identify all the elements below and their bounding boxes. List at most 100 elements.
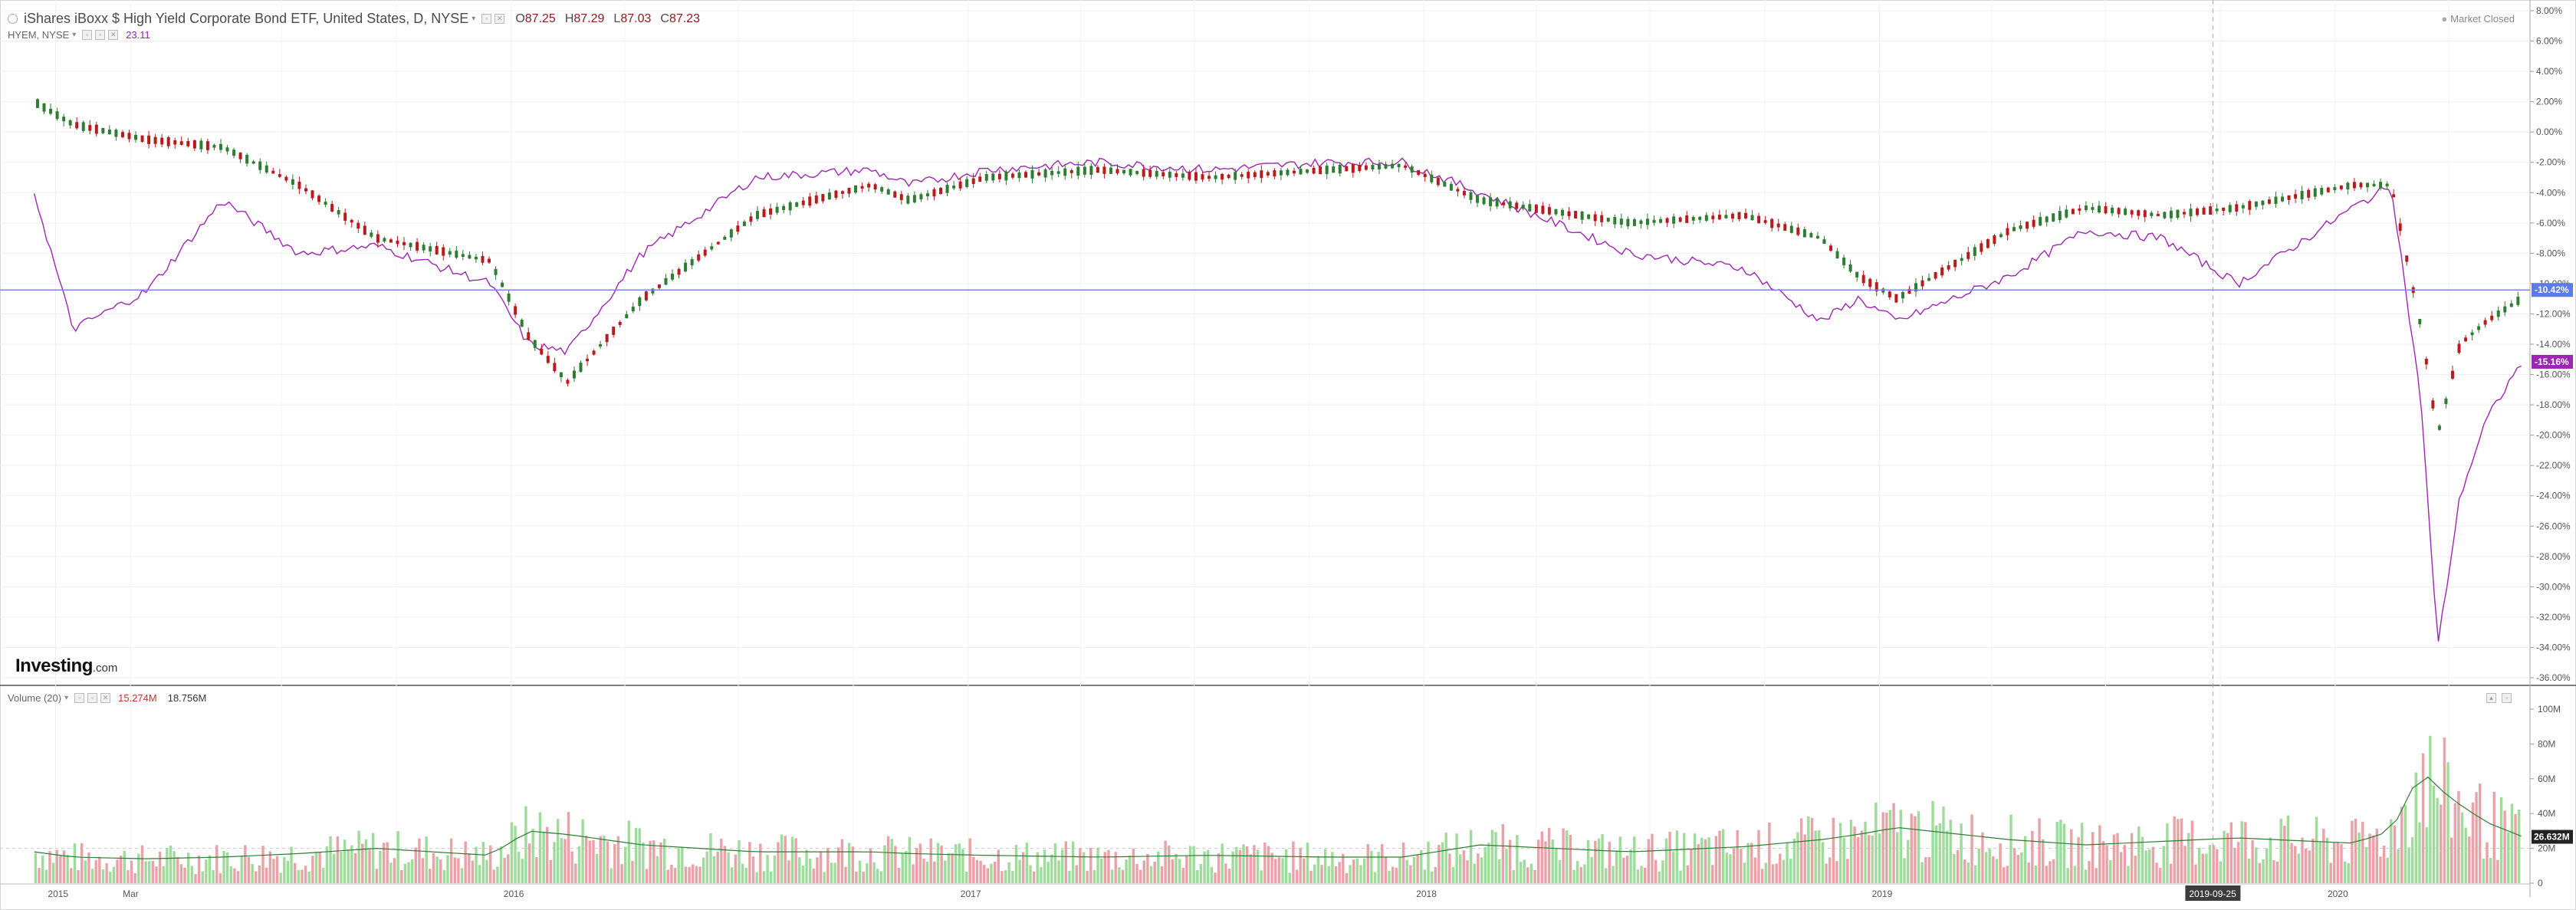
candle-body — [2450, 370, 2454, 379]
volume-bar — [2070, 829, 2073, 883]
candle-body — [638, 297, 642, 307]
volume-bar — [549, 859, 553, 883]
visibility-toggle-icon[interactable] — [8, 14, 18, 24]
candle-body — [1397, 163, 1401, 168]
volume-bar — [2130, 833, 2134, 883]
volume-bar — [964, 872, 968, 883]
volume-bar — [866, 863, 869, 883]
volume-bar — [62, 850, 66, 883]
volume-bar — [194, 874, 197, 883]
volume-bar — [1934, 825, 1938, 883]
volume-bar — [2219, 861, 2223, 883]
candle-body — [1109, 167, 1112, 174]
volume-bar — [1214, 872, 1217, 883]
volume-bar — [922, 859, 925, 883]
volume-bar — [1060, 849, 1064, 883]
candle-body — [409, 242, 412, 248]
candle-body — [49, 108, 53, 114]
volume-bar — [144, 861, 147, 883]
volume-bar — [514, 826, 517, 883]
candle-body — [1659, 218, 1663, 223]
close-icon[interactable]: ✕ — [495, 14, 505, 24]
volume-bar — [1888, 810, 1892, 883]
visibility-icon[interactable]: ▫ — [82, 30, 93, 40]
chevron-down-icon[interactable]: ▾ — [72, 31, 77, 39]
volume-bar — [1011, 870, 1014, 883]
volume-bar — [656, 856, 659, 883]
volume-bar — [109, 872, 112, 883]
volume-bar — [1270, 853, 1273, 883]
candle-body — [782, 205, 786, 211]
volume-bar — [1014, 844, 1018, 883]
volume-bar — [2382, 845, 2386, 883]
candle-body — [1835, 251, 1839, 259]
volume-bar — [1373, 872, 1377, 883]
volume-bar — [1633, 836, 1636, 883]
candle-body — [251, 161, 255, 164]
candle-body — [1554, 209, 1558, 215]
volume-bar — [41, 856, 44, 883]
volume-bar — [261, 846, 264, 883]
volume-bar — [1857, 836, 1860, 883]
candle-body — [1377, 164, 1381, 169]
volume-bar — [1029, 865, 1032, 883]
volume-bar — [2098, 825, 2101, 883]
volume-bar — [1984, 852, 1988, 883]
settings-icon[interactable]: ▫ — [87, 693, 98, 703]
candle-body — [107, 130, 111, 135]
volume-bar — [272, 859, 275, 883]
candle-body — [756, 211, 760, 219]
volume-bar — [623, 846, 627, 883]
volume-bar — [1349, 865, 1352, 883]
volume-bar — [2095, 868, 2098, 883]
volume-bar — [2393, 825, 2397, 883]
volume-bar — [55, 849, 58, 883]
visibility-icon[interactable]: ▫ — [74, 693, 85, 703]
volume-bar — [1992, 856, 1995, 883]
volume-bar — [599, 836, 602, 883]
volume-bar — [1260, 870, 1263, 883]
settings-icon[interactable]: ▫ — [95, 30, 106, 40]
volume-bar — [1846, 859, 1849, 883]
volume-bar — [208, 855, 212, 883]
volume-bar — [2038, 818, 2041, 883]
candle-body — [88, 125, 92, 131]
volume-bar — [1875, 802, 1878, 883]
candle-body — [1030, 169, 1034, 179]
volume-bar — [610, 868, 613, 883]
settings-icon[interactable]: ▫ — [481, 14, 492, 24]
volume-bar — [2158, 868, 2162, 883]
volume-bar — [990, 863, 993, 883]
volume-bar — [2119, 852, 2123, 883]
chevron-down-icon[interactable]: ▾ — [64, 694, 69, 702]
candle-body — [2320, 188, 2324, 195]
volume-bar — [1316, 856, 1320, 883]
pane-maximize-icon[interactable]: ▫ — [2502, 693, 2512, 703]
close-icon[interactable]: ✕ — [108, 30, 119, 40]
volume-bar — [2364, 846, 2368, 883]
volume-bar — [1388, 870, 1391, 883]
candle-body — [225, 147, 229, 152]
price-tick-label: 6.00% — [2536, 36, 2562, 47]
candle-body — [2097, 205, 2101, 213]
volume-bar — [1004, 870, 1007, 883]
candle-body — [42, 103, 46, 112]
price-tick-label: -12.00% — [2536, 308, 2571, 319]
pane-up-icon[interactable]: ▴ — [2486, 693, 2496, 703]
candle-body — [2143, 210, 2147, 218]
chevron-down-icon[interactable]: ▾ — [472, 15, 476, 23]
volume-bar — [1711, 865, 1714, 883]
volume-bar — [286, 860, 290, 883]
volume-bar — [2329, 862, 2332, 883]
volume-bar — [1110, 869, 1114, 883]
volume-bar — [897, 867, 901, 883]
candle-body — [1875, 282, 1878, 291]
close-icon[interactable]: ✕ — [100, 693, 111, 703]
candle-body — [1770, 218, 1774, 228]
volume-bar — [1192, 846, 1195, 883]
volume-bar — [521, 859, 524, 883]
candle-body — [317, 195, 321, 202]
volume-bar — [2216, 849, 2219, 883]
